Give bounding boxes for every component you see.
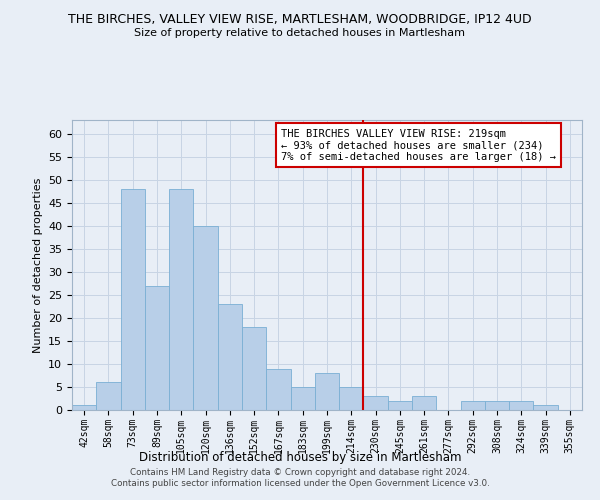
Bar bbox=[193, 226, 218, 410]
Bar bbox=[145, 286, 169, 410]
Bar bbox=[121, 189, 145, 410]
Bar bbox=[218, 304, 242, 410]
Bar bbox=[485, 401, 509, 410]
Bar bbox=[412, 396, 436, 410]
Text: Size of property relative to detached houses in Martlesham: Size of property relative to detached ho… bbox=[134, 28, 466, 38]
Text: THE BIRCHES VALLEY VIEW RISE: 219sqm
← 93% of detached houses are smaller (234)
: THE BIRCHES VALLEY VIEW RISE: 219sqm ← 9… bbox=[281, 128, 556, 162]
Bar bbox=[290, 387, 315, 410]
Text: THE BIRCHES, VALLEY VIEW RISE, MARTLESHAM, WOODBRIDGE, IP12 4UD: THE BIRCHES, VALLEY VIEW RISE, MARTLESHA… bbox=[68, 12, 532, 26]
Bar bbox=[242, 327, 266, 410]
Bar bbox=[461, 401, 485, 410]
Bar bbox=[266, 368, 290, 410]
Bar bbox=[315, 373, 339, 410]
Bar bbox=[533, 406, 558, 410]
Y-axis label: Number of detached properties: Number of detached properties bbox=[32, 178, 43, 352]
Bar bbox=[96, 382, 121, 410]
Bar bbox=[169, 189, 193, 410]
Text: Distribution of detached houses by size in Martlesham: Distribution of detached houses by size … bbox=[139, 451, 461, 464]
Text: Contains HM Land Registry data © Crown copyright and database right 2024.
Contai: Contains HM Land Registry data © Crown c… bbox=[110, 468, 490, 487]
Bar bbox=[388, 401, 412, 410]
Bar bbox=[364, 396, 388, 410]
Bar bbox=[509, 401, 533, 410]
Bar bbox=[339, 387, 364, 410]
Bar bbox=[72, 406, 96, 410]
